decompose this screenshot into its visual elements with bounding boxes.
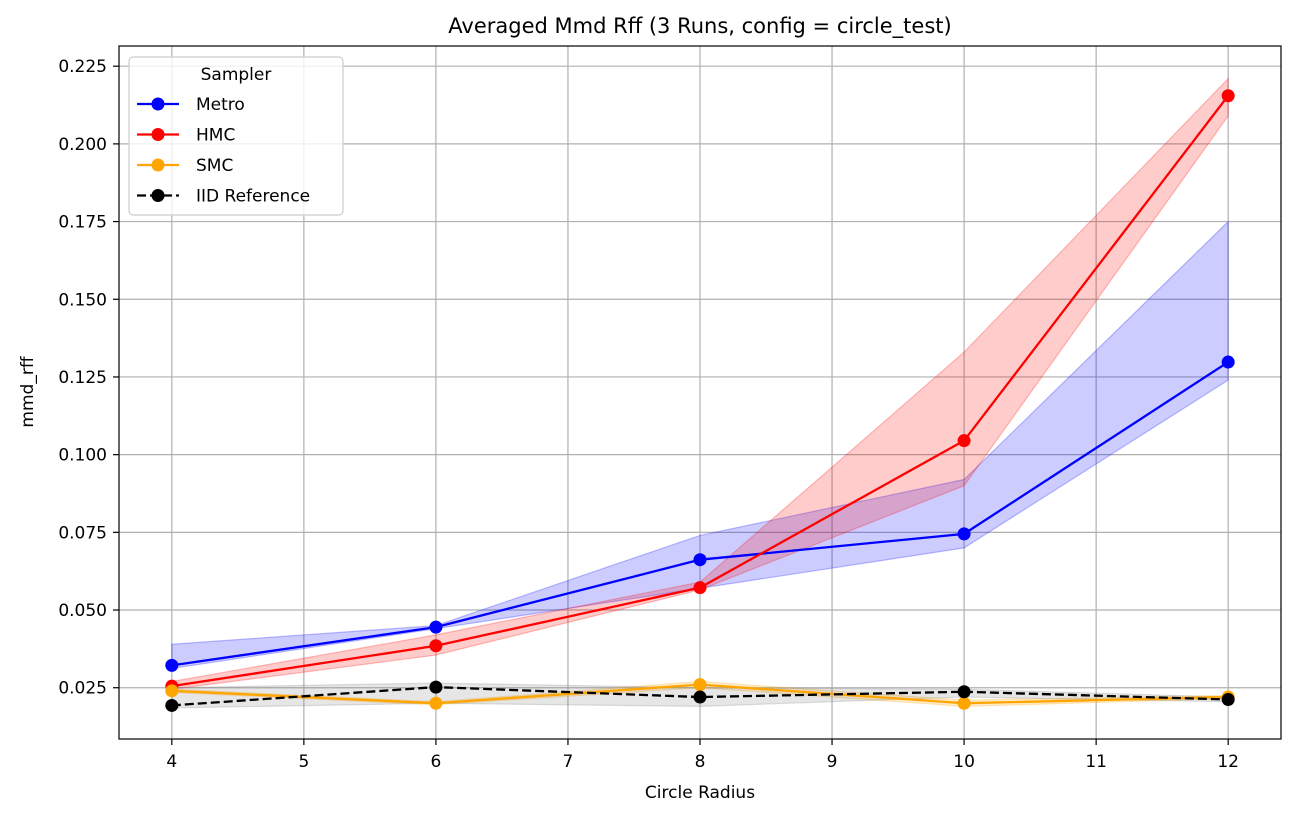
x-axis-label: Circle Radius <box>645 783 755 803</box>
series-hmc <box>165 89 1235 693</box>
axis-ticks: 4 5 6 7 8 9 10 11 12 0.025 0.050 0.075 0.100 0.125 0.1… <box>58 57 1239 772</box>
series-lines <box>165 89 1235 712</box>
y-tick-label: 0.100 <box>58 446 107 466</box>
x-tick-label: 5 <box>298 752 309 772</box>
point-smc <box>957 696 971 710</box>
y-tick-label: 0.200 <box>58 135 107 155</box>
point-hmc <box>957 434 971 448</box>
y-tick-label: 0.025 <box>58 679 107 699</box>
point-metro <box>1221 355 1235 369</box>
y-tick-label: 0.050 <box>58 601 107 621</box>
x-tick-label: 7 <box>563 752 574 772</box>
point-smc <box>165 684 179 698</box>
point-hmc <box>693 581 707 595</box>
x-tick-label: 10 <box>953 752 975 772</box>
point-hmc <box>1221 89 1235 103</box>
x-tick-label: 11 <box>1085 752 1107 772</box>
point-iid-reference <box>693 690 707 704</box>
point-iid-reference <box>1221 693 1235 707</box>
point-metro <box>957 527 971 541</box>
point-iid-reference <box>165 698 179 712</box>
legend: Sampler Metro HMC SMC IID Reference <box>128 56 344 216</box>
point-iid-reference <box>429 680 443 694</box>
x-tick-label: 9 <box>827 752 838 772</box>
series-metro <box>165 355 1235 672</box>
legend-title: Sampler <box>201 65 272 85</box>
point-metro <box>693 553 707 567</box>
x-tick-label: 4 <box>166 752 177 772</box>
point-metro <box>165 658 179 672</box>
x-tick-label: 6 <box>430 752 441 772</box>
legend-label-smc: SMC <box>196 156 233 176</box>
point-smc <box>693 678 707 692</box>
x-tick-label: 8 <box>695 752 706 772</box>
chart-title: Averaged Mmd Rff (3 Runs, config = circl… <box>448 14 951 39</box>
legend-label-hmc: HMC <box>196 126 235 146</box>
y-tick-label: 0.075 <box>58 523 107 543</box>
band-hmc <box>171 77 1229 690</box>
point-iid-reference <box>957 685 971 699</box>
series-iid-reference <box>165 680 1235 712</box>
legend-marker-iid-reference <box>151 189 165 202</box>
y-tick-label: 0.125 <box>58 368 107 388</box>
y-tick-label: 0.150 <box>58 290 107 310</box>
band-metro <box>171 220 1229 670</box>
point-smc <box>429 696 443 710</box>
line-iid-reference <box>171 685 1229 707</box>
legend-marker-smc <box>151 158 165 172</box>
y-tick-label: 0.225 <box>58 57 107 77</box>
legend-label-metro: Metro <box>196 95 245 115</box>
point-hmc <box>429 639 443 653</box>
legend-label-iid-reference: IID Reference <box>196 187 310 207</box>
x-tick-label: 12 <box>1217 752 1239 772</box>
y-axis-label: mmd_rff <box>18 355 38 427</box>
legend-marker-metro <box>151 97 165 111</box>
legend-box <box>128 56 344 216</box>
legend-marker-hmc <box>151 128 165 141</box>
point-metro <box>429 620 443 634</box>
y-tick-label: 0.175 <box>58 213 107 233</box>
